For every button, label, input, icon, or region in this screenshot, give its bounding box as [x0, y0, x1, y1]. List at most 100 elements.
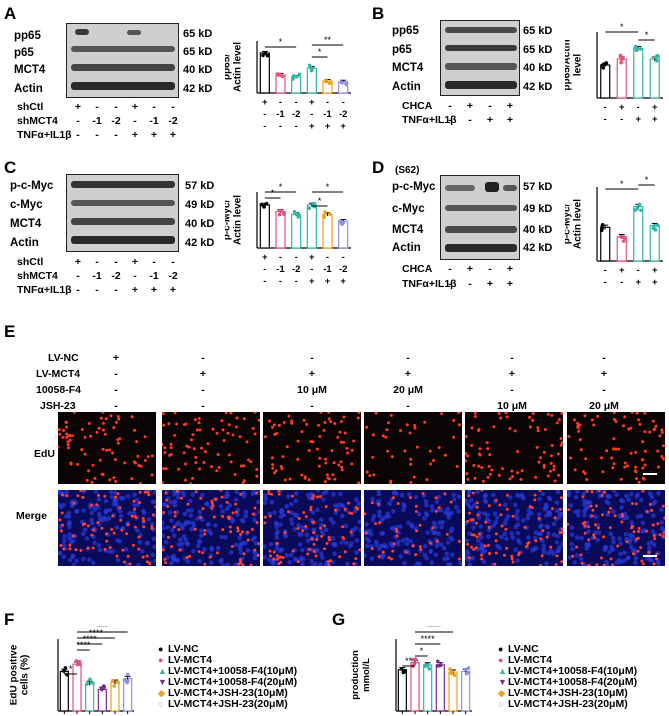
edu-dot [132, 499, 136, 503]
legend-label: LV-NC [168, 643, 199, 655]
nucleus-dot [595, 537, 600, 543]
cell-dots [364, 490, 462, 566]
edu-dot [291, 549, 295, 553]
significance-label: * [318, 196, 322, 206]
edu-dot [323, 547, 327, 551]
edu-dot [64, 420, 68, 424]
edu-dot [83, 522, 87, 526]
nucleus-dot [191, 520, 196, 526]
bar [600, 64, 611, 99]
edu-dot [59, 529, 63, 533]
sym: + [150, 284, 158, 296]
sym: - [76, 129, 80, 141]
edu-dot [271, 466, 275, 470]
nucleus-dot [118, 508, 123, 514]
edu-dot [253, 412, 257, 414]
edu-dot [201, 507, 205, 511]
edu-dot [343, 431, 347, 435]
nucleus-dot [189, 526, 194, 532]
nucleus-dot [218, 503, 224, 509]
x-tick-label: - [263, 264, 266, 275]
image-row-label-edu: EdU [34, 448, 55, 460]
edu-dot [625, 540, 629, 544]
edu-dot [488, 453, 492, 457]
edu-dot [251, 426, 255, 430]
edu-dot [376, 502, 380, 506]
row-label-actin: Actin [10, 237, 39, 249]
nucleus-dot [574, 553, 580, 558]
edu-dot [101, 421, 105, 425]
edu-dot [211, 504, 215, 508]
edu-dot [614, 447, 618, 451]
legend-label: LV-MCT4+JSH-23(10μM) [508, 687, 628, 699]
edu-dot [550, 443, 554, 447]
edu-image [364, 412, 462, 484]
edu-dot [179, 496, 183, 500]
edu-dot [368, 474, 372, 478]
edu-dot [91, 546, 95, 550]
nucleus-dot [478, 524, 484, 529]
nucleus-dot [551, 521, 557, 527]
nucleus-dot [623, 531, 629, 537]
nucleus-dot [245, 548, 251, 553]
edu-dot [191, 476, 195, 480]
edu-dot [349, 530, 353, 534]
y-axis-label-line: pp65/Actin [565, 39, 573, 90]
edu-dot [323, 421, 327, 425]
edu-dot [253, 432, 257, 436]
nucleus-dot [62, 534, 67, 539]
edu-dot [567, 522, 570, 526]
edu-image [567, 412, 665, 484]
nucleus-dot [268, 541, 274, 547]
edu-dot [580, 561, 584, 565]
nucleus-dot [356, 501, 361, 506]
edu-dot [137, 547, 141, 551]
nucleus-dot [171, 533, 177, 538]
nucleus-dot [482, 493, 488, 499]
edu-dot [239, 464, 243, 468]
edu-dot [327, 477, 331, 481]
edu-dot [543, 428, 547, 432]
nucleus-dot [525, 516, 531, 521]
edu-dot [136, 454, 140, 458]
edu-dot [634, 465, 638, 469]
x-tick-label: - [604, 277, 607, 288]
significance-label: * [279, 182, 283, 192]
nucleus-dot [493, 519, 499, 525]
nucleus-dot [323, 490, 329, 495]
edu-dot [654, 424, 658, 428]
nucleus-dot [555, 490, 561, 495]
x-tick-label: - [310, 109, 313, 120]
edu-dot [201, 551, 205, 555]
edu-dot [238, 435, 242, 439]
edu-dot [595, 563, 599, 566]
kd-label: 40 kD [185, 218, 215, 230]
data-point [112, 684, 116, 688]
edu-dot [62, 428, 66, 432]
edu-dot [76, 494, 80, 498]
condition-chca: CHCA [402, 263, 433, 275]
edu-dot [150, 473, 154, 477]
edu-dot [275, 431, 279, 435]
edu-dot [227, 423, 231, 427]
nucleus-dot [188, 513, 194, 518]
nucleus-dot [485, 512, 490, 518]
edu-dot [437, 506, 441, 510]
nucleus-dot [609, 544, 614, 550]
nucleus-dot [618, 498, 624, 503]
edu-dot [340, 465, 344, 469]
nucleus-dot [298, 532, 304, 537]
legend-item: ● LV-MCT4 [498, 654, 552, 666]
edu-dot [143, 435, 147, 439]
nucleus-dot [573, 509, 578, 515]
edu-dot [347, 501, 351, 505]
nucleus-dot [515, 538, 521, 543]
edu-dot [275, 541, 279, 545]
edu-dot [617, 447, 621, 451]
edu-dot [488, 472, 492, 476]
edu-dot [162, 442, 164, 446]
nucleus-dot [433, 524, 439, 530]
bar-chart-g: Lactateproductionmmol/L *********** [348, 626, 472, 714]
edu-dot [452, 435, 456, 439]
legend-item: ● LV-NC [158, 643, 199, 655]
